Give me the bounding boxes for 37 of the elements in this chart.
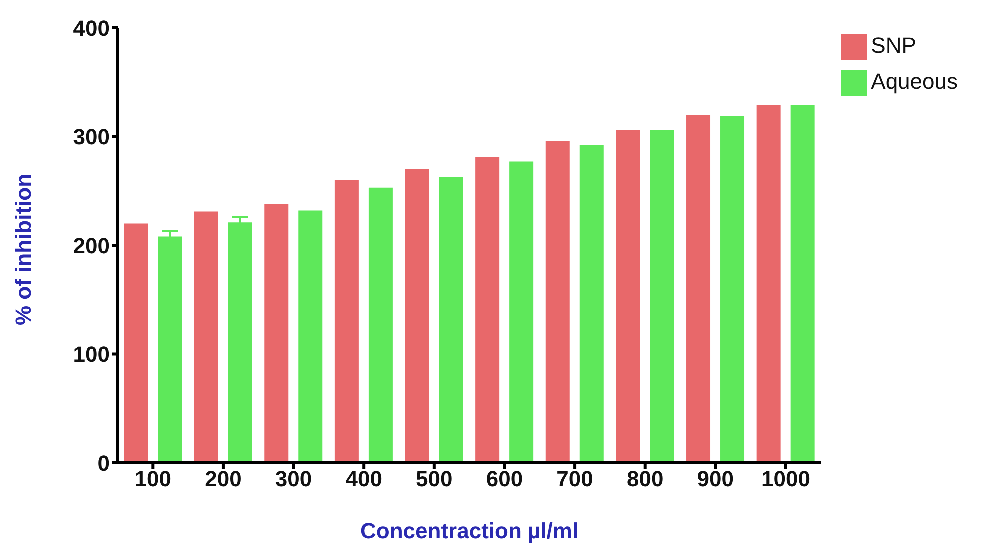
bar [405,169,430,463]
x-tick-label: 300 [275,466,312,492]
y-tick-label: 200 [73,233,110,258]
bar [124,224,148,463]
bar [546,141,570,463]
bar [756,105,781,463]
x-tick-label: 900 [697,466,734,492]
x-tick-label: 700 [556,466,594,492]
bar [720,116,745,463]
y-axis-title: % of inhibition [10,174,36,326]
bar [334,180,359,463]
bar [298,210,323,463]
x-tick-label: 200 [205,466,242,492]
y-tick-label: 100 [73,342,110,368]
x-tick-label: 600 [486,466,524,492]
bar [580,145,604,463]
bar [790,105,815,463]
x-tick-label: 500 [416,466,453,492]
bar [476,157,500,463]
bar [264,204,289,463]
bar [616,130,640,463]
legend-label: Aqueous [871,69,958,94]
x-tick-label: 100 [134,466,172,492]
y-tick-label: 400 [73,16,110,41]
bar [686,115,711,463]
bar [194,212,218,463]
legend-label: SNP [871,33,916,58]
x-tick-label: 400 [346,466,382,492]
x-tick-label: 1000 [762,466,810,492]
bar [510,162,534,463]
y-tick-label: 300 [73,124,110,150]
bar [368,188,393,463]
bar [439,176,464,463]
x-tick-label: 800 [626,466,664,492]
y-tick-label: 0 [98,450,110,476]
x-axis-title: Concentraction µl/ml [360,518,579,544]
bar [650,130,674,463]
